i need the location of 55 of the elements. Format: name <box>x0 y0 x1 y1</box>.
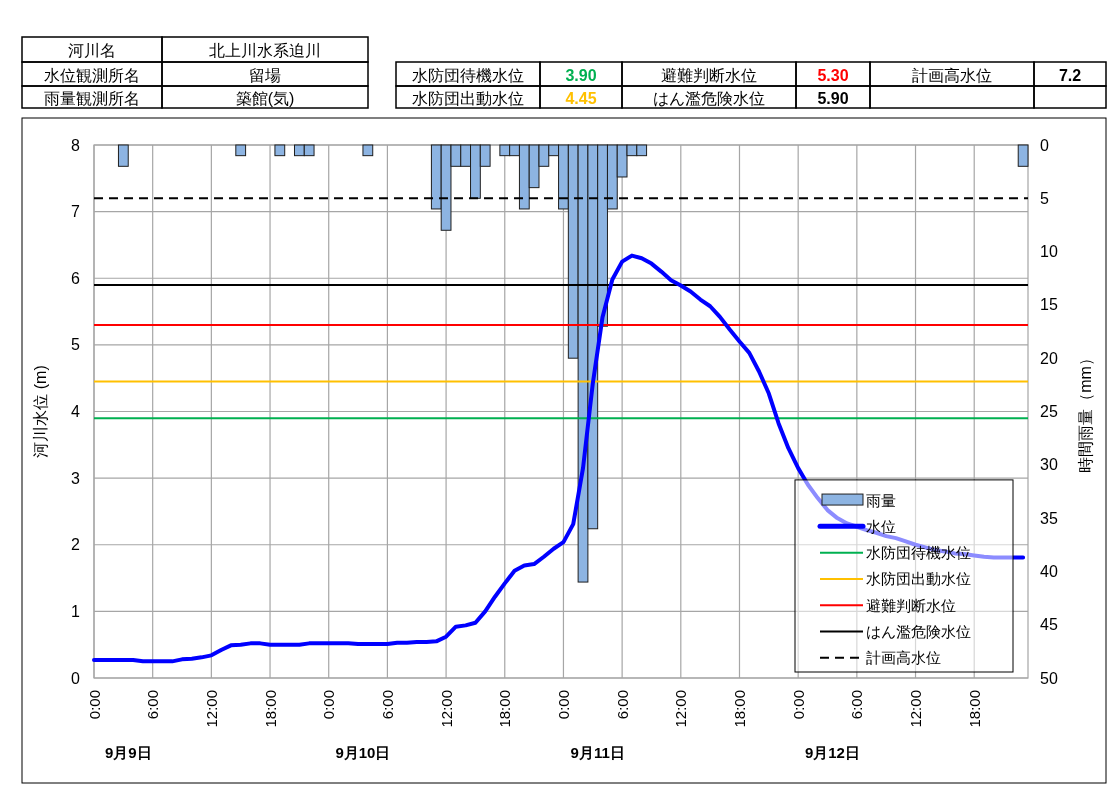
x-tick-label: 18:00 <box>965 690 983 728</box>
text: 9月10日 <box>335 743 391 761</box>
bar <box>362 144 374 157</box>
bar <box>274 144 286 157</box>
y2-tick-label: 35 <box>1040 509 1058 527</box>
legend-label: 計画高水位 <box>866 649 941 667</box>
text: 9月9日 <box>104 743 152 761</box>
x-tick-label: 18:00 <box>261 690 279 728</box>
y2-tick-label: 0 <box>1040 136 1049 154</box>
x-tick-label: 12:00 <box>672 690 690 728</box>
legend-label: 水防団待機水位 <box>866 544 971 562</box>
bar <box>235 144 247 157</box>
y-tick-label: 8 <box>71 136 81 154</box>
y2-tick-label: 15 <box>1040 296 1058 314</box>
legend-label: 水防団出動水位 <box>866 570 971 588</box>
y-tick-label: 6 <box>71 269 81 287</box>
x-tick-label: 18:00 <box>496 690 514 728</box>
y2-tick-label: 40 <box>1040 562 1058 580</box>
x-tick-label: 12:00 <box>907 690 925 728</box>
text: 9月12日 <box>804 743 860 761</box>
legend-label: 避難判断水位 <box>866 596 956 614</box>
x-tick-label: 0:00 <box>789 690 807 720</box>
x-tick-label: 6:00 <box>144 690 162 720</box>
x-tick-label: 12:00 <box>437 690 455 728</box>
y2-tick-label: 50 <box>1040 669 1058 687</box>
y2-axis-title: 時間雨量（mm） <box>1076 350 1094 473</box>
bar <box>1017 144 1029 167</box>
y2-tick-label: 45 <box>1040 616 1058 634</box>
y2-tick-label: 30 <box>1040 456 1058 474</box>
x-tick-label: 12:00 <box>202 690 220 728</box>
legend-label: 水位 <box>866 517 896 535</box>
y-tick-label: 1 <box>71 602 81 620</box>
y-tick-label: 7 <box>71 203 81 221</box>
y2-tick-label: 10 <box>1040 243 1058 261</box>
y-tick-label: 2 <box>71 536 81 554</box>
y2-tick-label: 20 <box>1040 349 1058 367</box>
x-tick-label: 0:00 <box>85 690 103 720</box>
x-tick-label: 6:00 <box>378 690 396 720</box>
x-tick-label: 6:00 <box>613 690 631 720</box>
y-tick-label: 0 <box>71 669 81 687</box>
bar <box>117 144 129 167</box>
table: 河川名 北上川水系迫川 水位観測所名 留場 雨量観測所名 築館(気) 水防団待機水位 3.90 水防団出動水位 4.45 避難判断水位 5.30 はん濫危険水位 5.90 計画高水位 7.2 <box>21 36 1107 109</box>
y-tick-label: 5 <box>71 336 81 354</box>
y-tick-label: 4 <box>71 403 81 420</box>
x-tick-label: 18:00 <box>730 690 748 728</box>
y-axis-title: 河川水位 (m) <box>31 365 49 458</box>
y2-tick-label: 25 <box>1040 403 1058 420</box>
y2-tick-label: 5 <box>1040 189 1049 207</box>
legend-label: はん濫危険水位 <box>866 623 971 641</box>
x-tick-label: 6:00 <box>848 690 866 720</box>
x-tick-label: 0:00 <box>554 690 572 720</box>
text: 9月11日 <box>570 743 625 761</box>
x-tick-label: 0:00 <box>320 690 338 720</box>
y-tick-label: 3 <box>71 469 81 487</box>
legend-label: 雨量 <box>866 491 896 509</box>
